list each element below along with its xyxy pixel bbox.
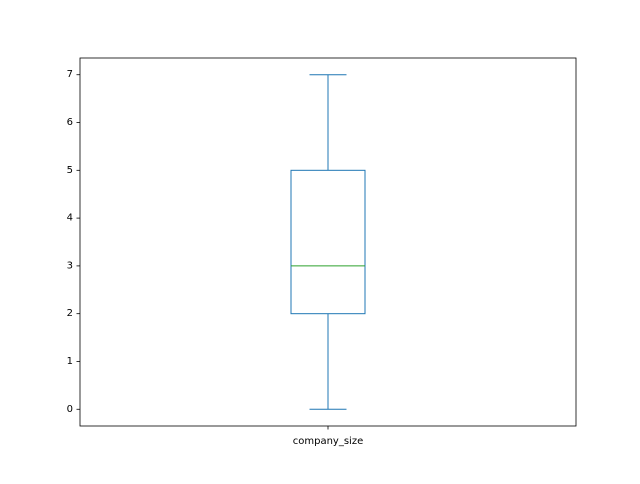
plot-area-frame	[79, 57, 577, 427]
x-axis-ticks: company_size	[293, 426, 363, 447]
y-tick-label: 1	[67, 356, 73, 367]
y-tick-label: 0	[67, 404, 73, 415]
y-tick-label: 7	[67, 69, 73, 80]
y-tick-label: 5	[67, 165, 73, 176]
box-iqr	[290, 169, 366, 315]
box-plot-series	[290, 74, 366, 410]
y-tick-label: 6	[67, 117, 73, 128]
x-tick-label: company_size	[293, 436, 363, 447]
y-tick-label: 3	[67, 260, 73, 271]
y-axis-ticks: 0 1 2 3 4 5 6 7	[67, 69, 80, 415]
y-tick-label: 4	[67, 213, 73, 224]
y-tick-label: 2	[67, 308, 73, 319]
